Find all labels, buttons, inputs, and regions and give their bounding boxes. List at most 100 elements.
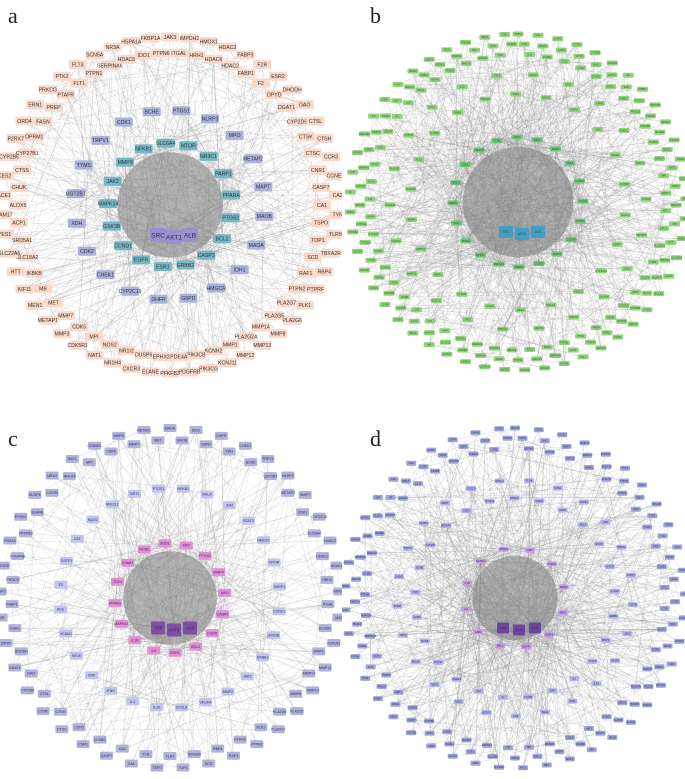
node-bcl2: BCL2: [564, 160, 576, 166]
node-ephx2: EPHX2: [152, 352, 171, 362]
node-shape: [605, 314, 617, 320]
node-label: PTPN1: [560, 341, 569, 345]
edge: [507, 747, 570, 760]
node-label: CA1: [317, 203, 327, 209]
node-label: APP: [442, 329, 447, 333]
node-cyp1b1: CYP1B1: [347, 229, 358, 235]
node-drd2: DRD2: [344, 209, 356, 215]
edge: [582, 158, 660, 202]
node-label: DGAT1: [9, 666, 21, 670]
node-ces2: CES2: [629, 289, 641, 295]
node-alb: ALB: [183, 621, 197, 635]
edge: [83, 164, 109, 204]
edge: [371, 44, 577, 261]
node-shape: [571, 42, 583, 48]
node-label: NOS2: [139, 548, 149, 552]
node-label: METAP1: [137, 428, 151, 432]
node-label: CSF1R: [360, 268, 369, 272]
edge: [60, 652, 176, 712]
node-label: MCL1: [417, 88, 424, 92]
node-label: CXCL8: [176, 706, 188, 710]
node-label: HDAC2: [574, 289, 583, 293]
edge: [555, 148, 602, 271]
node-slc18a2: SLC18A2: [16, 252, 38, 262]
node-shape: [415, 87, 427, 93]
edge: [538, 178, 685, 264]
node-label: TLR4: [113, 580, 122, 584]
node-label: FLT1: [580, 355, 586, 359]
node-shape: [128, 489, 141, 498]
node-shape: [649, 102, 661, 108]
node-label: SLC18A2: [654, 243, 666, 247]
edge: [127, 435, 222, 563]
node-label: SERPINA6: [97, 63, 123, 69]
edge: [144, 445, 246, 550]
node-tspo: TSPO: [150, 763, 164, 772]
node-shape: [112, 431, 126, 440]
node-kdr: KDR: [379, 97, 391, 102]
node-shape: [254, 182, 273, 192]
node-ctsl: CTSL: [575, 65, 587, 71]
edge: [555, 148, 647, 200]
node-cdk5r1: CDK5R1: [88, 441, 102, 450]
node-shape: [141, 33, 160, 43]
node-label: FABP1: [7, 602, 18, 606]
node-label: CNR1: [78, 742, 88, 746]
edge: [357, 223, 362, 252]
node-cyp2d6: CYP2D6: [287, 117, 307, 126]
node-shape: [479, 34, 491, 40]
edge: [212, 476, 271, 634]
edge: [348, 633, 597, 684]
node-label: CES2: [0, 174, 11, 180]
edge: [14, 667, 209, 764]
node-shape: [512, 357, 524, 363]
edge: [538, 184, 625, 264]
node-label: DUSP6: [649, 140, 658, 144]
node-label: PPARG: [109, 601, 122, 605]
node-label: GSK3B: [103, 224, 121, 230]
node-label: CTSB: [368, 258, 375, 262]
node-label: JAK3: [164, 35, 177, 41]
edge: [279, 540, 331, 587]
node-label: NR3A: [106, 45, 120, 51]
node-impdh2: IMPDH2: [333, 587, 342, 596]
node-shape: [91, 135, 110, 145]
node-shape: [473, 147, 485, 153]
node-shape: [0, 639, 13, 647]
node-label: BCL2: [567, 161, 574, 165]
node-label: ESR2: [10, 626, 19, 630]
edge: [195, 429, 228, 692]
node-shape: [459, 162, 471, 167]
node-cdk1: CDK1: [114, 117, 133, 127]
node-label: AKT1: [518, 232, 526, 236]
edge: [348, 633, 509, 748]
node-pdgfrb: PDGFRB: [10, 552, 26, 561]
edge: [256, 152, 313, 246]
node-label: PTPN2: [289, 286, 306, 292]
node-grm5: GRM5: [363, 147, 375, 153]
node-rbp4: RBP4: [211, 744, 225, 753]
edge: [562, 546, 656, 613]
node-label: CA2: [119, 747, 126, 751]
node-ido1: IDO1: [134, 50, 153, 60]
node-label: CCNE1: [94, 738, 106, 742]
node-ern1: ERN1: [26, 100, 45, 110]
node-label: MMP2: [223, 690, 233, 694]
node-label: MPI: [86, 460, 92, 464]
node-mmp1: MMP1: [432, 272, 444, 278]
outer-nodes: JAK3ITGALIMPDH2HRH1HMOX1HDAC6HDAC3HDAC2F…: [0, 32, 342, 378]
node-label: PTK2: [577, 334, 584, 338]
node-kcnh2: KCNH2: [204, 346, 223, 356]
node-label: KCNH2: [319, 626, 331, 630]
node-label: CDK5R1: [67, 343, 88, 349]
node-label: TOP1: [178, 766, 187, 770]
node-shape: [100, 340, 119, 350]
edge: [434, 75, 497, 80]
node-yes1: YES1: [647, 259, 659, 265]
edge: [503, 524, 584, 550]
node-label: JAK3: [335, 616, 342, 620]
node-ccnd1: CCND1: [272, 607, 286, 616]
edge: [188, 204, 323, 299]
edge: [364, 55, 501, 271]
node-fgfr1: FGFR1: [355, 183, 367, 189]
